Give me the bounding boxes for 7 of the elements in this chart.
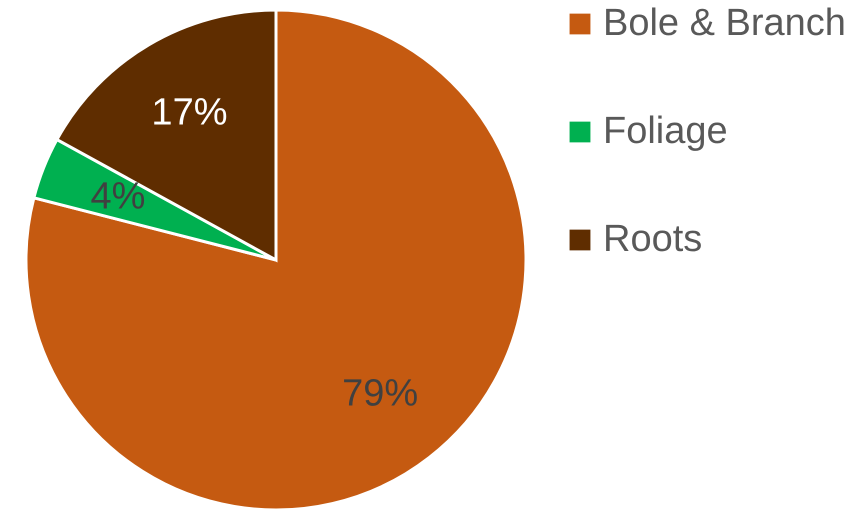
pie-slice xyxy=(24,8,528,512)
data-label: 17% xyxy=(151,92,228,134)
legend-label: Bole & Branch xyxy=(603,2,846,44)
legend-label: Foliage xyxy=(603,110,728,152)
data-label: 4% xyxy=(90,175,146,218)
data-label: 79% xyxy=(342,372,418,414)
legend-label: Roots xyxy=(603,218,702,260)
